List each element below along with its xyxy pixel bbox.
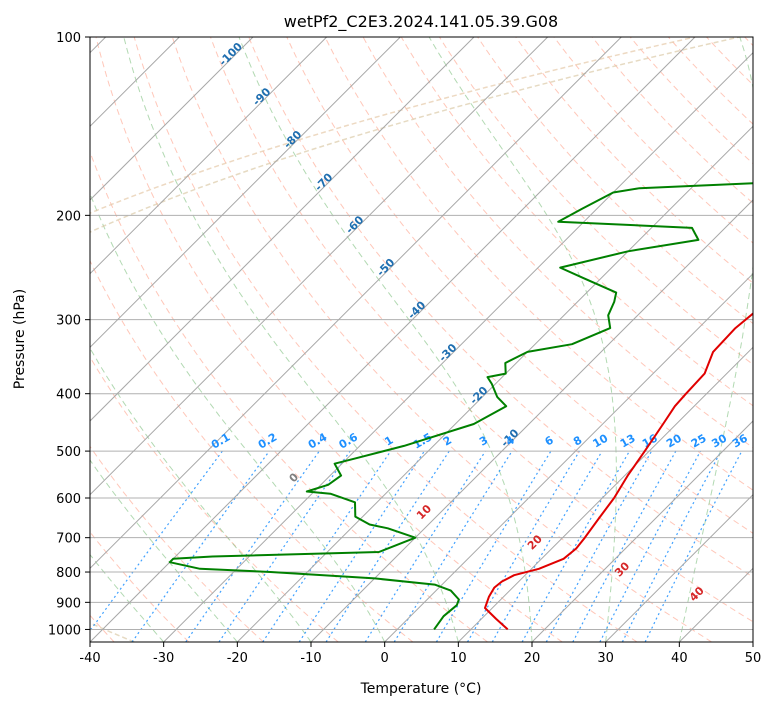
- moist-adiabat-line: [90, 553, 165, 642]
- mixing-ratio-line: [185, 450, 320, 642]
- mixing-ratio-lines: [90, 450, 743, 642]
- dry-adiabat-line: [171, 37, 712, 642]
- plot-frame: [89, 36, 754, 643]
- y-axis-ticks: 100 200 300 400 500 600 700 800 900 1000: [48, 31, 90, 638]
- x-tick-label: -30: [153, 651, 174, 666]
- dry-adiabat-line: [210, 37, 753, 623]
- mixing-ratio-line: [364, 450, 486, 642]
- y-tick-label: 200: [56, 209, 81, 224]
- x-tick-label: 0: [381, 651, 389, 666]
- y-tick-label: 100: [56, 31, 81, 46]
- mixing-ratio-line: [545, 450, 653, 642]
- y-axis-title: Pressure (hPa): [12, 289, 28, 389]
- isotherm-line: [90, 37, 622, 570]
- x-tick-label: 50: [745, 651, 762, 666]
- moist-adiabat-line: [90, 459, 238, 642]
- sounding-profiles: [168, 182, 753, 631]
- dry-adiabat-line: [248, 37, 753, 578]
- mixing-ratio-line: [90, 450, 223, 632]
- y-tick-label: 600: [56, 492, 81, 507]
- mixing-ratio-line: [466, 450, 580, 642]
- isotherm-line: [90, 37, 328, 275]
- mixing-ratio-line: [491, 450, 603, 642]
- dry-adiabat-line: [324, 37, 753, 491]
- isotherm-line: [605, 493, 753, 642]
- dry-adiabat-line: [400, 37, 753, 407]
- x-tick-label: -20: [227, 651, 248, 666]
- isotherm-lines: [90, 37, 753, 642]
- mixing-ratio-line: [521, 450, 631, 642]
- isotherm-line: [531, 420, 753, 642]
- moist-adiabat-line: [428, 37, 617, 642]
- moist-adiabat-line: [90, 192, 386, 642]
- y-tick-label: 900: [56, 596, 81, 611]
- isotherm-line: [90, 37, 696, 642]
- isotherm-line: [90, 37, 549, 496]
- x-tick-label: -40: [79, 651, 100, 666]
- y-tick-label: 300: [56, 314, 81, 329]
- dry-adiabat-line: [477, 37, 753, 325]
- dry-adiabat-line: [591, 37, 753, 204]
- moist-adiabat-line: [238, 37, 533, 642]
- dry-adiabat-line: [90, 259, 414, 642]
- x-tick-label: 20: [524, 651, 541, 666]
- y-tick-label: 500: [56, 445, 81, 460]
- isotherm-line: [384, 272, 753, 642]
- moist-adiabat-line: [678, 37, 753, 642]
- dry-adiabat-line: [90, 445, 264, 642]
- isotherm-line: [163, 51, 753, 642]
- dewpoint-profile-line: [168, 182, 753, 630]
- y-tick-label: 700: [56, 532, 81, 547]
- y-tick-label: 400: [56, 388, 81, 403]
- y-tick-label: 1000: [48, 623, 81, 638]
- pressure-gridlines: [90, 37, 753, 630]
- dry-adiabat-line: [95, 37, 563, 642]
- y-tick-label: 800: [56, 566, 81, 581]
- x-tick-label: 10: [450, 651, 467, 666]
- mixing-ratio-line: [599, 450, 702, 642]
- isotherm-line: [457, 346, 753, 642]
- mixing-ratio-line: [393, 450, 513, 642]
- dry-adiabat-line: [515, 37, 753, 284]
- isotherm-line: [90, 37, 254, 201]
- x-axis-ticks: -40 -30 -20 -10 0 10 20 30 40 50: [79, 642, 761, 666]
- isotherm-line: [90, 37, 475, 422]
- mixing-ratio-line: [644, 450, 743, 642]
- mixing-ratio-line: [298, 450, 425, 642]
- x-tick-label: 40: [671, 651, 688, 666]
- x-axis-title: Temperature (°C): [360, 681, 482, 697]
- mixing-ratio-line: [325, 450, 450, 642]
- chart-title: wetPf2_C2E3.2024.141.05.39.G08: [284, 12, 558, 32]
- isotherm-line: [90, 37, 401, 349]
- moist-adiabat-line: [123, 37, 459, 642]
- mixing-ratio-line: [572, 450, 677, 642]
- temperature-profile-line: [484, 312, 753, 631]
- mixing-ratio-line: [435, 450, 552, 642]
- mixing-ratio-line: [621, 450, 722, 642]
- isotherm-line: [236, 125, 753, 642]
- x-tick-label: 30: [597, 651, 614, 666]
- dry-adiabat-line: [133, 37, 638, 642]
- x-tick-label: -10: [300, 651, 321, 666]
- isotherm-line: [310, 199, 753, 642]
- dry-adiabat-line: [629, 37, 753, 165]
